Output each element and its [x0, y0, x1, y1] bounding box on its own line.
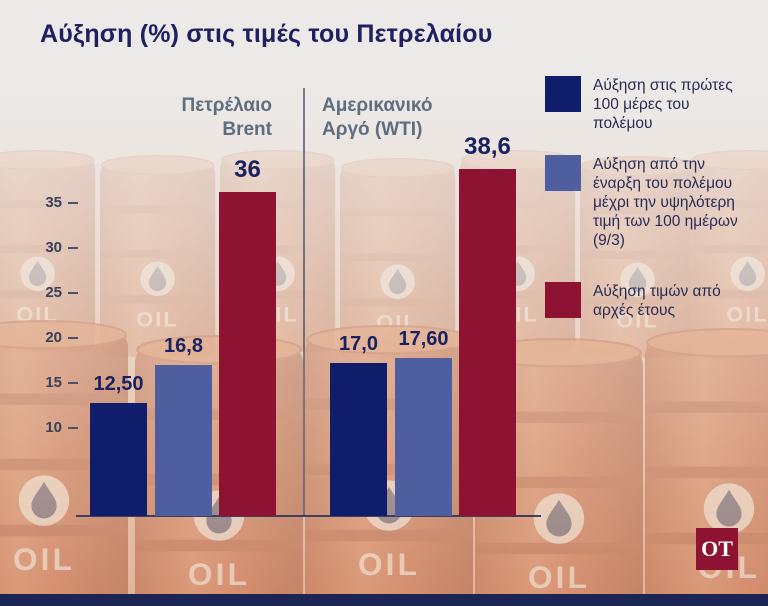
bar-wti-war-to-peak: 17,60 — [395, 328, 452, 516]
legend-label: Αύξηση τιμών από αρχές έτους — [593, 283, 721, 319]
y-tick: 15 — [14, 360, 78, 405]
legend-swatch-maroon — [545, 282, 581, 318]
y-tick: 10 — [14, 405, 78, 450]
bar-brent-year-to-date: 36 — [219, 156, 276, 516]
y-tick-label: 15 — [45, 374, 62, 391]
bar-value-label: 17,60 — [398, 328, 449, 350]
bar-value-label: 36 — [234, 156, 261, 183]
tick-dash — [68, 336, 78, 339]
legend-item: Αύξηση από την έναρξη του πολέμου μέχρι … — [545, 155, 760, 250]
y-tick: 25 — [14, 270, 78, 315]
page-title: Αύξηση (%) στις τιμές του Πετρελαίου — [40, 20, 493, 48]
legend-swatch-navy — [545, 76, 581, 112]
group-divider — [303, 88, 305, 516]
y-tick-label: 25 — [45, 284, 62, 301]
y-tick: 35 — [14, 180, 78, 225]
y-tick-label: 10 — [45, 419, 62, 436]
tick-dash — [68, 381, 78, 384]
y-tick-label: 30 — [45, 239, 62, 256]
tick-dash — [68, 201, 78, 204]
ot-logo-text: OT — [701, 536, 733, 561]
x-axis-baseline — [76, 515, 541, 517]
bar-value-label: 17,0 — [339, 333, 378, 355]
y-tick-label: 35 — [45, 194, 62, 211]
y-axis: 35 30 25 20 15 10 — [14, 180, 78, 450]
legend: Αύξηση στις πρώτες 100 μέρες του πολέμου… — [545, 76, 760, 320]
y-tick-label: 20 — [45, 329, 62, 346]
legend-swatch-slate — [545, 155, 581, 191]
legend-label: Αύξηση στις πρώτες 100 μέρες του πολέμου — [593, 77, 733, 132]
ot-logo: OT — [696, 528, 738, 570]
bar-brent-war-to-peak: 16,8 — [155, 335, 212, 516]
bar-wti-year-to-date: 38,6 — [459, 133, 516, 516]
bar-wti-first-100-days: 17,0 — [330, 333, 387, 516]
legend-label: Αύξηση από την έναρξη του πολέμου μέχρι … — [593, 156, 738, 249]
legend-item: Αύξηση τιμών από αρχές έτους — [545, 282, 760, 320]
group-label-brent: Πετρέλαιο Brent — [181, 95, 272, 140]
y-tick: 20 — [14, 315, 78, 360]
footer-strip — [0, 594, 768, 606]
bar-value-label: 38,6 — [464, 133, 511, 160]
y-tick: 30 — [14, 225, 78, 270]
tick-dash — [68, 246, 78, 249]
bar-value-label: 12,50 — [93, 373, 144, 395]
tick-dash — [68, 291, 78, 294]
bar-value-label: 16,8 — [164, 335, 203, 357]
tick-dash — [68, 426, 78, 429]
bar-brent-first-100-days: 12,50 — [90, 373, 147, 516]
legend-item: Αύξηση στις πρώτες 100 μέρες του πολέμου — [545, 76, 760, 133]
group-label-wti: Αμερικανικό Αργό (WTI) — [322, 95, 433, 140]
